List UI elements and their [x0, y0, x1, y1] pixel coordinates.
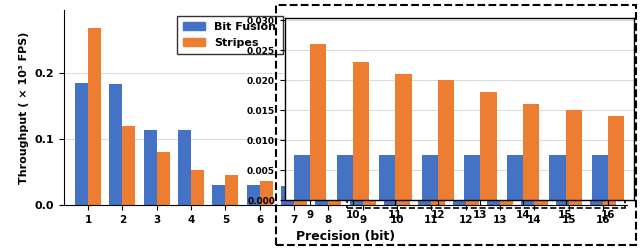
Bar — [212, 185, 225, 205]
Bar — [246, 185, 260, 205]
Y-axis label: Throughput ( × 10³ FPS): Throughput ( × 10³ FPS) — [19, 31, 29, 184]
Bar — [178, 130, 191, 205]
Bar — [523, 104, 539, 200]
Bar — [310, 44, 326, 200]
Bar — [157, 152, 170, 205]
Bar — [348, 180, 625, 208]
Bar — [337, 155, 353, 200]
Bar — [466, 196, 479, 205]
Bar — [294, 187, 307, 205]
Bar — [75, 83, 88, 205]
Bar — [143, 130, 157, 205]
Bar — [566, 110, 582, 200]
Bar — [191, 170, 204, 205]
Bar — [549, 155, 566, 200]
Bar — [603, 198, 616, 205]
Bar — [590, 200, 603, 205]
Bar — [464, 155, 481, 200]
Bar — [380, 155, 396, 200]
Bar — [481, 92, 497, 200]
Bar — [349, 200, 363, 205]
Bar — [431, 195, 445, 205]
Bar — [109, 84, 122, 205]
Bar — [363, 190, 376, 205]
Bar — [88, 28, 101, 205]
Bar — [396, 74, 412, 200]
Bar — [487, 200, 500, 205]
Bar — [225, 175, 239, 205]
Bar — [522, 200, 534, 205]
Bar — [452, 200, 466, 205]
Bar — [500, 196, 513, 205]
Bar — [507, 155, 523, 200]
Bar — [353, 62, 369, 200]
Bar — [384, 200, 397, 205]
Bar — [294, 155, 310, 200]
Legend: Bit Fusion, Stripes: Bit Fusion, Stripes — [177, 16, 283, 54]
Bar — [316, 200, 328, 205]
Bar — [422, 155, 438, 200]
Bar — [419, 200, 431, 205]
Bar — [569, 198, 582, 205]
Bar — [328, 190, 342, 205]
X-axis label: Precision (bit): Precision (bit) — [296, 230, 395, 243]
Bar — [260, 180, 273, 205]
Bar — [438, 80, 454, 200]
Bar — [592, 155, 608, 200]
Bar — [122, 126, 136, 205]
Bar — [397, 194, 410, 205]
Bar — [556, 200, 569, 205]
Bar — [608, 116, 624, 200]
Bar — [534, 197, 548, 205]
Bar — [281, 186, 294, 205]
